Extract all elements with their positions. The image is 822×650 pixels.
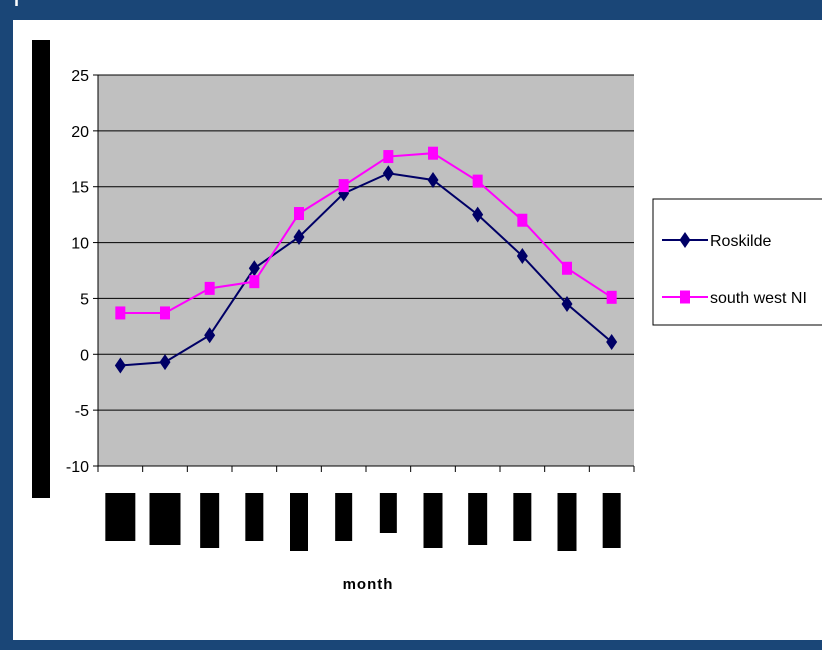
data-point (249, 275, 260, 289)
series-layer (114, 146, 618, 374)
window-bottom-border (0, 640, 822, 650)
redaction-marks (32, 40, 621, 551)
data-point (382, 165, 394, 182)
legend-box (652, 198, 822, 326)
x-tick-label-redaction (105, 493, 136, 541)
series-line (120, 152, 613, 314)
legend: Roskilde south west NI (652, 198, 822, 326)
y-tick-label: 20 (71, 124, 89, 141)
data-point (427, 172, 439, 189)
x-tick-label-redaction (468, 493, 488, 545)
data-point (472, 174, 483, 188)
x-axis (97, 465, 635, 472)
x-tick-label-redaction (379, 493, 397, 533)
x-tick-label-redaction (149, 493, 181, 545)
x-tick-label-redaction (423, 493, 443, 548)
data-point (516, 247, 528, 264)
data-point (383, 150, 394, 164)
y-axis: -10 -5 0 5 10 15 20 25 (66, 68, 99, 476)
data-point (517, 213, 528, 227)
series-1 (114, 165, 618, 374)
data-point (114, 357, 126, 374)
y-tick-label: 10 (71, 236, 89, 253)
window-left-border (0, 0, 13, 650)
y-tick-label: -5 (75, 403, 89, 420)
series-line (120, 172, 613, 367)
x-tick-label-redaction (513, 493, 532, 541)
data-point (204, 281, 215, 295)
y-tick-label: -10 (66, 459, 89, 476)
data-point (606, 290, 617, 304)
x-tick-label-redaction (335, 493, 353, 541)
legend-marker (680, 290, 690, 304)
data-point (160, 306, 170, 320)
x-tick-label-redaction (290, 493, 308, 551)
data-point (293, 228, 305, 245)
legend-marker (679, 232, 691, 248)
data-point (294, 207, 304, 221)
data-point (115, 306, 126, 320)
y-axis-label-redaction (32, 40, 50, 498)
y-tick-label: 15 (71, 180, 89, 197)
data-point (248, 260, 260, 277)
data-point (561, 296, 573, 313)
y-tick-label: 5 (80, 291, 89, 308)
x-tick-label-redaction (200, 493, 220, 548)
series-2 (115, 146, 617, 320)
x-tick-label-redaction (245, 493, 264, 541)
data-point (428, 146, 438, 160)
legend-entry: south west NI (662, 290, 807, 307)
x-tick-label-redaction (557, 493, 577, 551)
gridlines (98, 74, 634, 411)
y-tick-label: 25 (71, 68, 89, 85)
plot-area (98, 75, 634, 466)
legend-label: south west NI (710, 290, 807, 307)
x-axis-title: month (343, 576, 394, 593)
legend-label: Roskilde (710, 233, 771, 250)
data-point (204, 327, 216, 344)
data-point (338, 179, 349, 193)
data-point (562, 261, 572, 275)
data-point (472, 206, 484, 223)
y-tick-label: 0 (80, 347, 89, 364)
x-tick-label-redaction (602, 493, 621, 548)
data-point (606, 333, 618, 350)
legend-entry: Roskilde (662, 232, 771, 250)
data-point (159, 354, 171, 371)
